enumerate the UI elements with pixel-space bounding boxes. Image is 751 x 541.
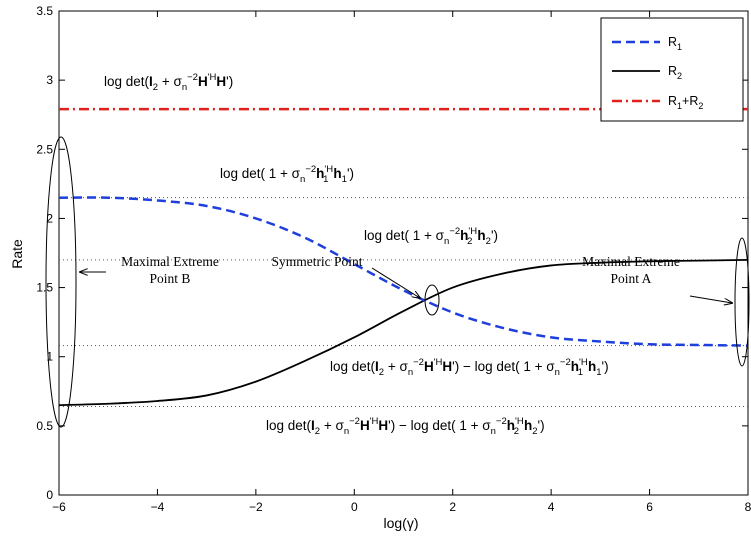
y-tick-label: 3.5 (36, 4, 53, 18)
annotation-r1-min: log det(I2 + σn−2H'HH') − log det( 1 + σ… (266, 416, 545, 437)
annotations: log det(I2 + σn−2H'HH') log det( 1 + σn−… (45, 72, 750, 437)
legend: R1 R2 R1+R2 (600, 17, 744, 122)
label-symmetric-point: Symmetric Point (271, 254, 362, 269)
x-tick-label: 2 (449, 500, 456, 514)
x-tick-label: −4 (151, 500, 165, 514)
ellipse-point-b (45, 136, 77, 428)
label-point-b-line2: Point B (150, 271, 191, 286)
y-axis-ticks: 0 0.5 1 1.5 2 2.5 3 3.5 (36, 4, 748, 502)
ellipse-symmetric-point (424, 284, 440, 316)
y-tick-label: 2 (46, 211, 53, 225)
x-tick-label: −2 (249, 500, 263, 514)
series-line-r1 (58, 196, 749, 347)
y-tick-label: 1.5 (36, 281, 53, 295)
legend-label-r1r2: R1+R2 (668, 94, 703, 111)
y-tick-label: 0 (46, 488, 53, 502)
series-line-r2 (58, 259, 749, 407)
reference-lines (59, 197, 748, 407)
y-tick-label: 3 (46, 73, 53, 87)
label-point-a-line1: Maximal Extreme (582, 254, 680, 269)
arrow-point-a (689, 295, 732, 303)
x-axis-label: log(γ) (383, 515, 418, 531)
label-point-a-line2: Point A (611, 271, 652, 286)
x-tick-label: 4 (548, 500, 555, 514)
annotation-sum-bound: log det(I2 + σn−2H'HH') (104, 72, 233, 93)
annotation-r2-min: log det(I2 + σn−2H'HH') − log det( 1 + σ… (330, 357, 609, 378)
annotation-r2-max: log det( 1 + σn−2h'H 2 h2') (364, 226, 498, 247)
x-tick-label: 6 (646, 500, 653, 514)
x-tick-label: 8 (745, 500, 751, 514)
y-axis-label: Rate (9, 239, 25, 269)
x-tick-label: −6 (52, 500, 66, 514)
label-point-b-line1: Maximal Extreme (121, 254, 219, 269)
y-tick-label: 0.5 (36, 419, 53, 433)
x-tick-label: 0 (351, 500, 358, 514)
y-tick-label: 2.5 (36, 142, 53, 156)
x-axis-ticks: −6 −4 −2 0 2 4 6 8 (52, 11, 751, 514)
arrow-symmetric-point (371, 267, 420, 298)
y-tick-label: 1 (46, 350, 53, 364)
annotation-r1-max: log det( 1 + σn−2h'H 1 h1') (220, 164, 354, 185)
ellipse-point-a (734, 237, 750, 367)
legend-box (600, 17, 744, 122)
